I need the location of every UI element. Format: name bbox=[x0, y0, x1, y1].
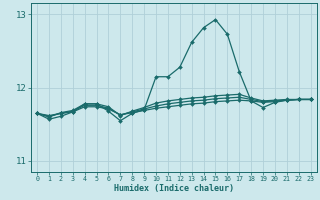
X-axis label: Humidex (Indice chaleur): Humidex (Indice chaleur) bbox=[114, 184, 234, 193]
